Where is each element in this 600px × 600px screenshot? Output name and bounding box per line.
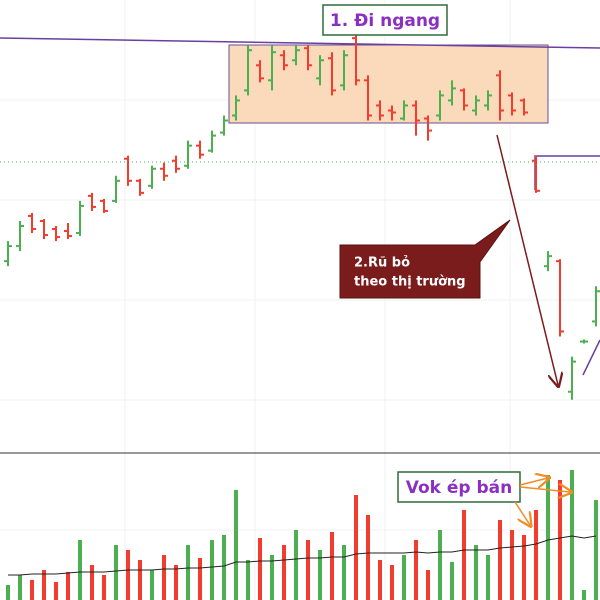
marks	[4, 35, 600, 600]
volume-bar	[378, 560, 382, 600]
volume-bar	[306, 540, 310, 600]
volume-bar	[78, 540, 82, 600]
volume-bar	[582, 590, 586, 600]
trend-line	[0, 37, 600, 49]
volume-bar	[18, 575, 22, 600]
volume-bar	[42, 570, 46, 600]
volume-bar	[150, 570, 154, 600]
volume-bar	[510, 530, 514, 600]
volume-bar	[450, 562, 454, 600]
volume-bar	[486, 555, 490, 600]
volume-bar	[186, 545, 190, 600]
volume-bar	[102, 575, 106, 600]
volume-bar	[330, 532, 334, 600]
volume-bar	[366, 515, 370, 600]
range-label-box	[322, 4, 448, 36]
volume-bar	[390, 565, 394, 600]
volume-bar	[342, 545, 346, 600]
rebound-line	[582, 339, 600, 376]
volume-bar	[522, 535, 526, 600]
volume-bar	[534, 510, 538, 600]
volume-bar	[246, 560, 250, 600]
volume-bar	[198, 558, 202, 600]
volume-bar	[162, 555, 166, 600]
volume-bar	[258, 538, 262, 600]
volume-bar	[6, 585, 10, 600]
callout-text: 2.Rũ bỏ	[354, 256, 410, 271]
volume-ma	[8, 535, 597, 576]
volume-bar	[594, 500, 598, 600]
volume-bar	[318, 550, 322, 600]
volume-bar	[546, 475, 550, 600]
volume-bar	[462, 510, 466, 600]
volume-bar	[282, 545, 286, 600]
callout-text: theo thị trường	[354, 275, 466, 290]
volume-bar	[474, 545, 478, 600]
volume-label: Vok ép bán	[406, 478, 513, 498]
volume-arrows	[514, 478, 570, 525]
range-label: 1. Đi ngang	[330, 11, 440, 31]
volume-bar	[54, 582, 58, 600]
volume-bar	[498, 520, 502, 600]
volume-bar	[438, 530, 442, 600]
volume-bar	[138, 560, 142, 600]
volume-bar	[210, 540, 214, 600]
volume-bar	[90, 565, 94, 600]
volume-bar	[270, 555, 274, 600]
volume-bar	[426, 570, 430, 600]
volume-bar	[402, 555, 406, 600]
volume-bar	[114, 545, 118, 600]
volume-bar	[558, 480, 562, 600]
volume-bar	[174, 565, 178, 600]
volume-bar	[222, 535, 226, 600]
volume-bar	[66, 572, 70, 600]
volume-bar	[294, 530, 298, 600]
volume-bar	[354, 495, 358, 600]
callout	[339, 219, 511, 299]
level-line	[534, 155, 600, 190]
volume-bar	[126, 550, 130, 600]
volume-bar	[234, 490, 238, 600]
volume-bar	[30, 580, 34, 600]
volume-label-box	[397, 471, 521, 503]
drop-arrow	[496, 134, 558, 385]
volume-bar	[570, 470, 574, 600]
volume-bar	[414, 540, 418, 600]
